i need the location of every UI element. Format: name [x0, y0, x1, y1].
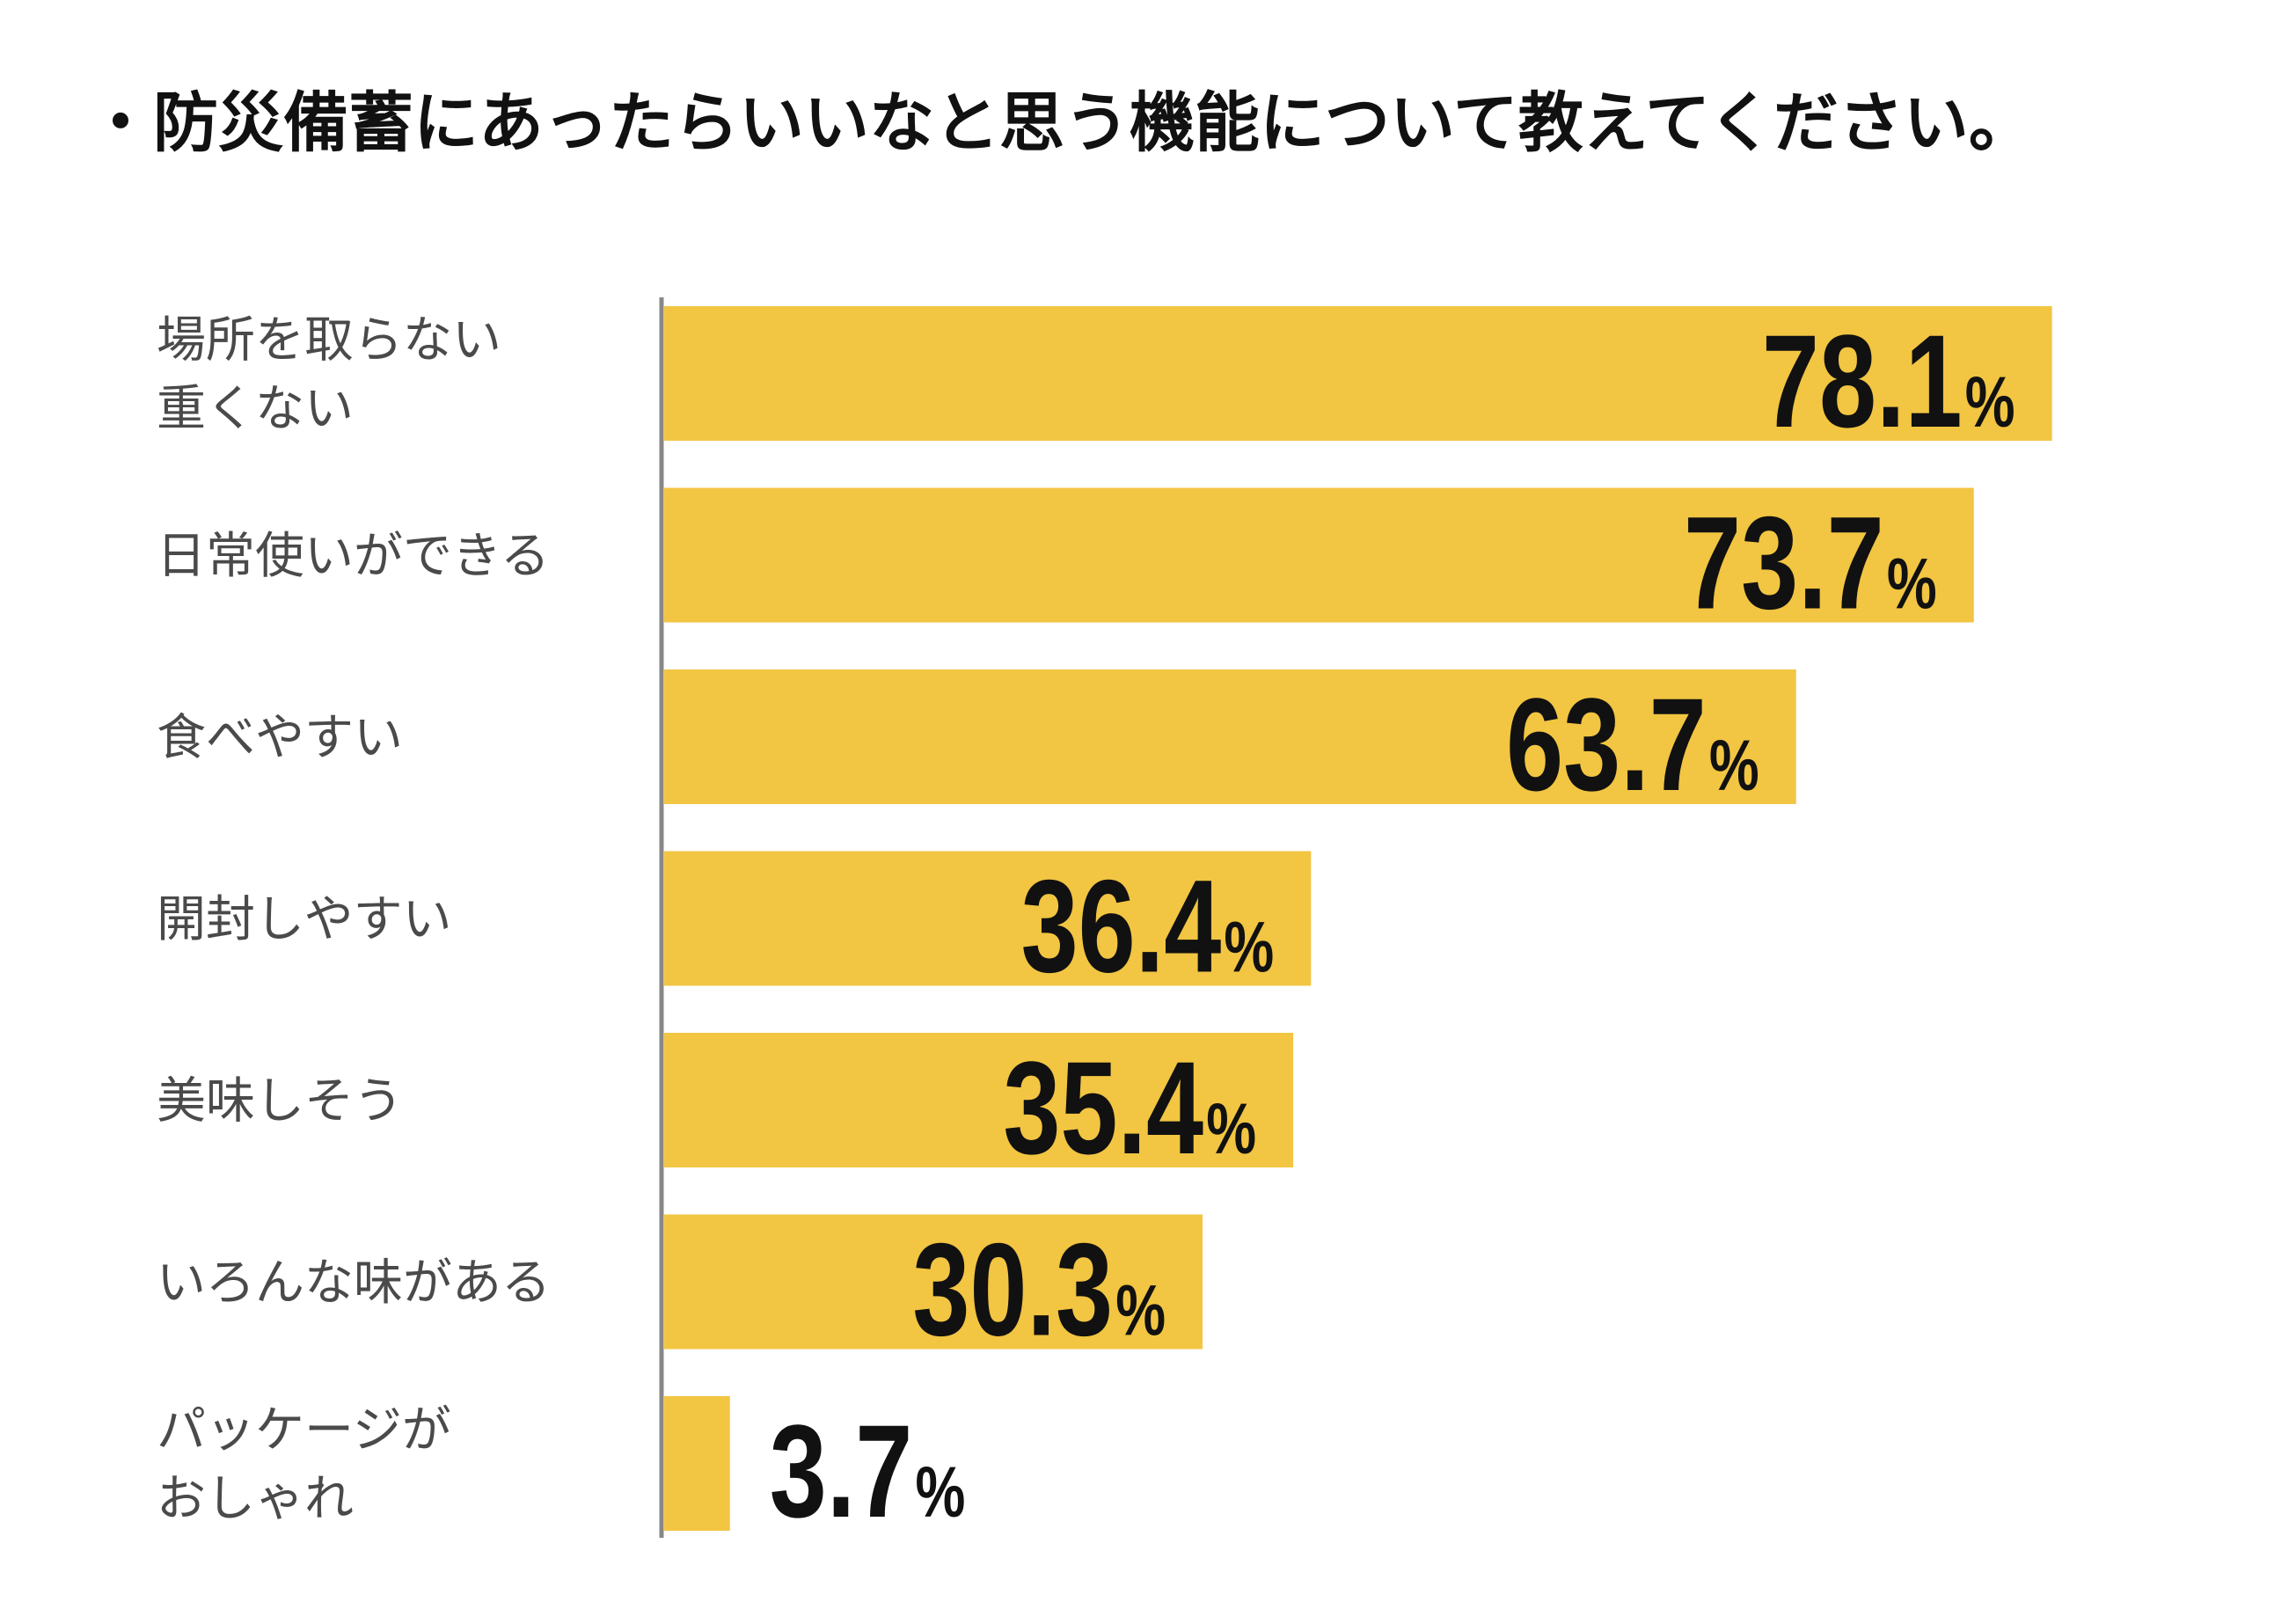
value-label: 30.3% — [912, 1215, 1166, 1363]
value-unit: % — [1887, 543, 1937, 625]
value-number: 36.4 — [1021, 852, 1222, 999]
value-label: 78.1% — [1762, 307, 2015, 455]
value-number: 30.3 — [912, 1215, 1113, 1363]
value-number: 78.1 — [1762, 307, 1963, 455]
bar — [664, 1033, 1294, 1167]
value-unit: % — [1115, 1269, 1166, 1351]
bars-layer — [664, 306, 2052, 1531]
bar — [664, 669, 1796, 804]
value-label: 3.7% — [770, 1397, 966, 1545]
value-label: 35.4% — [1003, 1034, 1256, 1181]
value-label: 63.7% — [1506, 670, 1759, 818]
chart-title: ・防災備蓄にあったらいいなと思う機能について教えてください。 — [88, 85, 2034, 161]
category-label: 場所を取らない — [157, 312, 501, 369]
category-label: おしゃれ — [157, 1471, 354, 1528]
value-number: 73.7 — [1684, 488, 1884, 636]
value-number: 63.7 — [1506, 670, 1707, 818]
category-label: 日常使いができる — [157, 528, 550, 585]
value-unit: % — [1206, 1087, 1256, 1169]
value-number: 3.7 — [770, 1397, 913, 1545]
bar — [664, 851, 1312, 986]
value-labels: 78.1%73.7%63.7%36.4%35.4%30.3%3.7% — [770, 307, 2015, 1545]
bar — [664, 1214, 1203, 1350]
category-label: いろんな味がある — [157, 1255, 551, 1312]
bar — [664, 306, 2052, 441]
category-labels: 場所を取らない重くない日常使いができる食べやすい開封しやすい美味しそういろんな味… — [157, 312, 551, 1528]
category-label: パッケージが — [157, 1402, 451, 1459]
value-label: 36.4% — [1021, 852, 1275, 999]
category-label: 開封しやすい — [157, 891, 451, 948]
category-label: 重くない — [157, 381, 354, 438]
category-label: 美味しそう — [157, 1073, 403, 1130]
value-number: 35.4 — [1003, 1034, 1203, 1181]
value-unit: % — [1965, 361, 2015, 443]
value-unit: % — [915, 1451, 965, 1533]
bar — [664, 1396, 730, 1531]
value-unit: % — [1224, 906, 1274, 988]
category-label: 食べやすい — [157, 710, 403, 767]
bar — [664, 487, 1974, 623]
value-unit: % — [1709, 724, 1759, 806]
value-label: 73.7% — [1684, 488, 1937, 636]
